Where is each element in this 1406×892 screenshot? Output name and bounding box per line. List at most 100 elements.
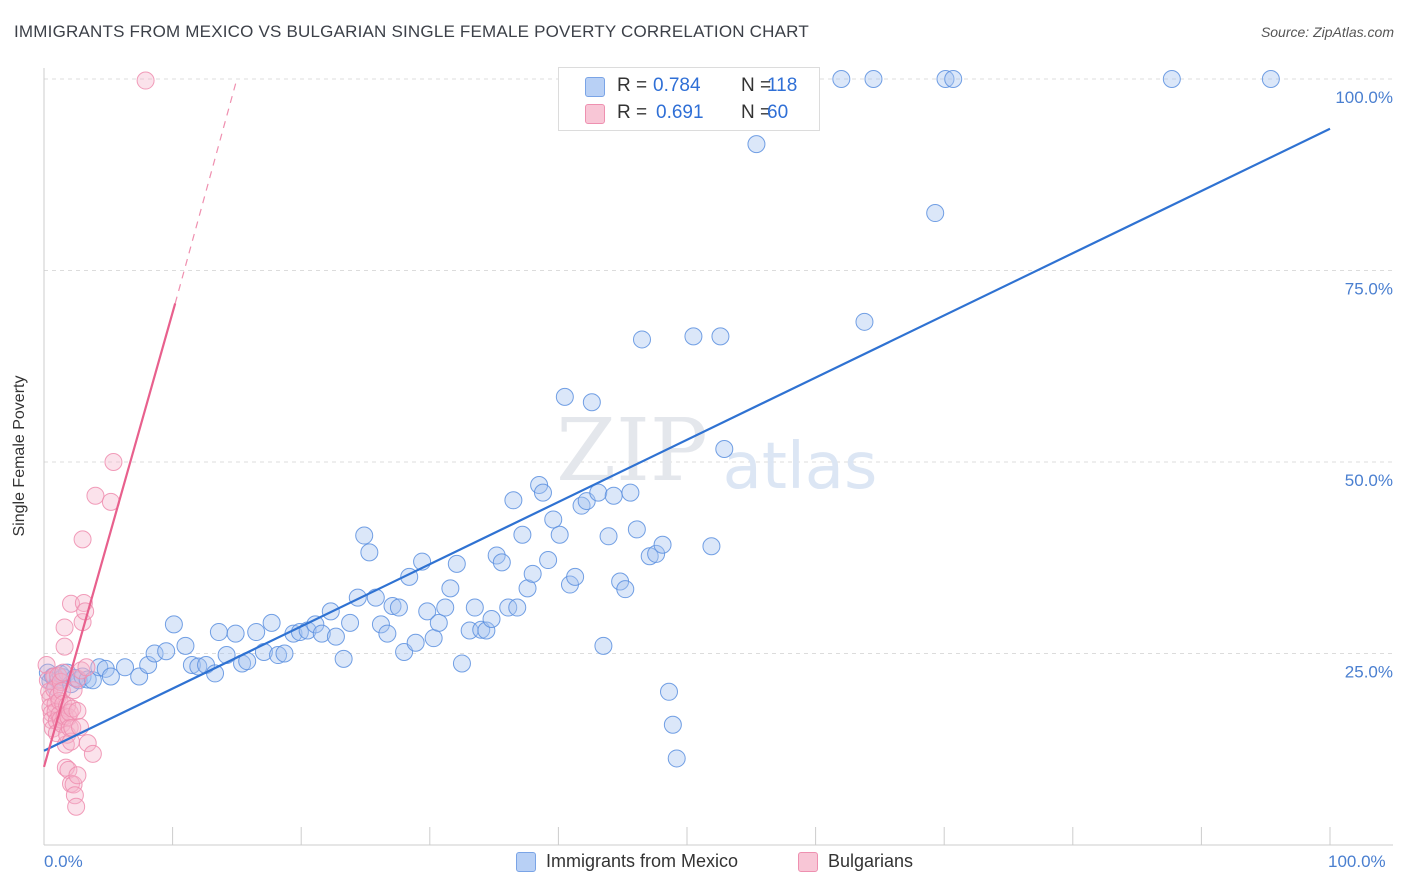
mexico-point: [653, 535, 672, 554]
mexico-point: [632, 330, 651, 349]
mexico-point: [447, 554, 466, 573]
n-value: 60: [767, 102, 789, 123]
x-tick-label-max: 100.0%: [1328, 852, 1386, 871]
legend-label-bulgarians: Bulgarians: [828, 851, 914, 871]
bulgarian-point: [76, 602, 95, 621]
mexico-point: [621, 483, 640, 502]
n-value: 118: [767, 75, 798, 96]
bulgarian-point: [104, 453, 123, 471]
mexico-point: [217, 646, 236, 665]
mexico-point: [667, 749, 686, 768]
mexico-point: [436, 598, 455, 617]
legend-item-bulgarians[interactable]: Bulgarians: [798, 851, 913, 872]
mexico-point: [348, 588, 367, 607]
mexico-point: [926, 204, 945, 223]
bulgarians-swatch: [585, 104, 605, 124]
n-label: N =: [741, 75, 772, 96]
mexico-point: [855, 312, 874, 331]
y-axis-title: Single Female Poverty: [11, 375, 28, 537]
mexico-point: [116, 658, 135, 677]
r-value: 0.691: [656, 102, 704, 123]
legend-label-mexico: Immigrants from Mexico: [546, 851, 739, 871]
mexico-point: [715, 439, 734, 458]
mexico-point: [371, 615, 390, 634]
mexico-point: [424, 629, 443, 648]
mexico-point: [659, 682, 678, 701]
mexico-point: [508, 598, 527, 617]
mexico-point: [176, 636, 195, 655]
mexico-point: [711, 327, 730, 346]
bulgarian-point: [86, 486, 105, 505]
mexico-point: [864, 70, 883, 88]
mexico-point: [504, 491, 523, 510]
mexico-point: [452, 654, 471, 673]
bulgarian-point: [65, 786, 84, 805]
mexico-swatch: [585, 77, 605, 97]
source-label: Source: ZipAtlas.com: [1260, 24, 1394, 40]
bulgarian-point: [59, 760, 78, 779]
mexico-point: [383, 597, 402, 616]
bottom-legend: Immigrants from Mexico Bulgarians: [0, 851, 1406, 877]
mexico-point: [429, 613, 448, 632]
mexico-point: [269, 646, 288, 665]
mexico-point: [101, 667, 120, 686]
y-tick-label: 25.0%: [1345, 663, 1393, 682]
bulgarian-point: [72, 661, 91, 680]
mexico-point: [513, 525, 532, 544]
y-tick-label: 100.0%: [1335, 88, 1393, 107]
r-label: R =: [617, 75, 648, 96]
bulgarian-point: [136, 71, 155, 90]
mexico-point: [418, 602, 437, 621]
mexico-point: [157, 642, 176, 661]
mexico-point: [627, 520, 646, 539]
mexico-point: [550, 525, 569, 544]
bulgarian-point: [78, 734, 97, 753]
bulgarian-point: [62, 594, 81, 613]
mexico-point: [544, 510, 563, 529]
mexico-point: [936, 70, 955, 88]
mexico-point: [312, 624, 331, 643]
mexico-point: [523, 564, 542, 583]
bulgarian-trend-extension: [174, 78, 238, 304]
mexico-point: [663, 715, 682, 734]
mexico-legend-swatch: [516, 851, 536, 872]
y-tick-label: 50.0%: [1345, 471, 1393, 490]
y-tick-label: 75.0%: [1345, 280, 1393, 299]
mexico-point: [684, 327, 703, 346]
mexico-point: [499, 598, 518, 617]
bulgarians-legend-swatch: [798, 851, 818, 872]
mexico-point: [582, 393, 601, 412]
mexico-point: [366, 588, 385, 607]
mexico-point: [566, 567, 585, 586]
mexico-point: [477, 621, 496, 640]
mexico-point: [182, 655, 201, 674]
bulgarian-trend-line: [42, 303, 177, 768]
r-label: R =: [617, 102, 648, 123]
n-label: N =: [741, 102, 772, 123]
mexico-point: [355, 526, 374, 545]
mexico-point: [139, 655, 158, 674]
mexico-point: [518, 579, 537, 598]
mexico-point: [1261, 70, 1280, 88]
mexico-point: [555, 387, 574, 406]
mexico-point: [616, 580, 635, 599]
mexico-point: [378, 624, 397, 643]
legend-item-mexico[interactable]: Immigrants from Mexico: [516, 851, 738, 872]
mexico-point: [482, 610, 501, 629]
mexico-point: [83, 671, 102, 690]
mexico-point: [262, 613, 281, 632]
mexico-point: [492, 553, 511, 572]
r-value: 0.784: [653, 75, 701, 96]
mexico-point: [604, 486, 623, 505]
mexico-point: [275, 644, 294, 663]
watermark-atlas: atlas: [723, 430, 878, 504]
bulgarian-point: [68, 766, 87, 785]
mexico-point: [702, 537, 721, 556]
mexico-point: [832, 70, 851, 88]
mexico-point: [389, 598, 408, 617]
bulgarian-point: [73, 530, 92, 549]
mexico-point: [406, 633, 425, 652]
mexico-point: [334, 649, 353, 668]
bulgarian-point: [67, 797, 86, 816]
